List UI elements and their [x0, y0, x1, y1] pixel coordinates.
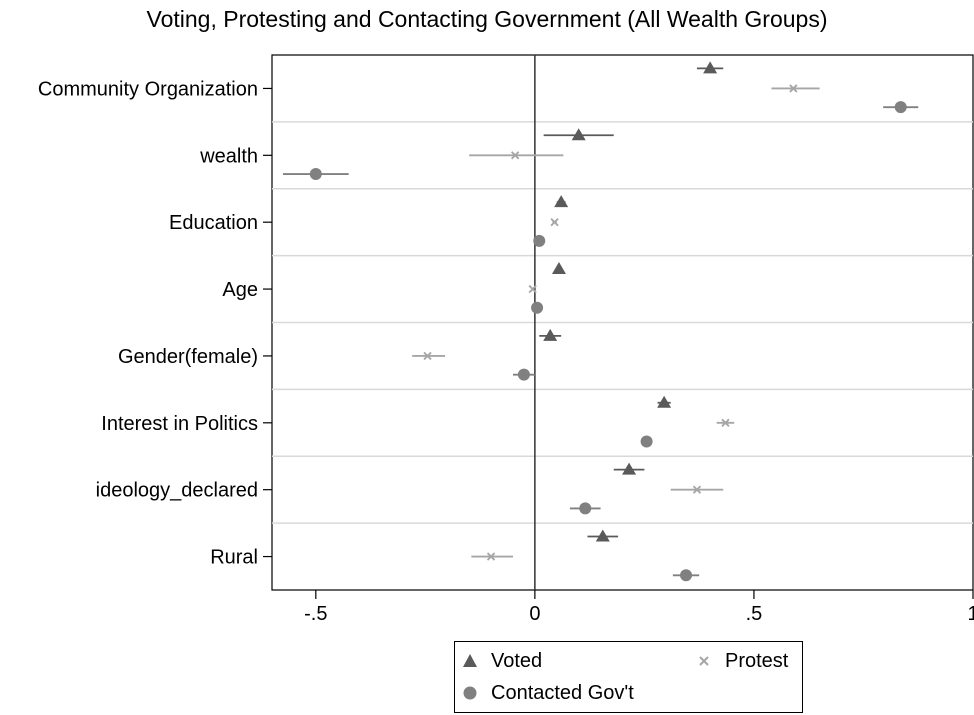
protest-point-stroke	[486, 552, 496, 561]
x-marker-icon	[699, 656, 709, 666]
contacted-point-marker	[533, 234, 546, 247]
voted-point-marker	[543, 328, 558, 341]
contacted-point-marker	[579, 502, 592, 515]
contacted-point-marker	[640, 435, 653, 448]
voted-point-marker	[622, 462, 637, 475]
x-tick-label-0: -.5	[304, 603, 327, 625]
y-tick-label-3: Age	[222, 279, 258, 301]
triangle-marker-icon	[463, 654, 477, 667]
circle-marker-icon	[463, 686, 477, 700]
protest-point-marker	[721, 418, 730, 427]
contacted-point-marker	[309, 168, 322, 181]
coefficient-plot: Community Organization wealth Education Age…	[38, 54, 974, 625]
protest-point-stroke	[692, 485, 702, 494]
y-tick-label-5: Interest in Politics	[101, 413, 258, 435]
legend-label-contacted: Contacted Gov't	[491, 682, 634, 704]
protest-point-stroke	[423, 351, 432, 361]
protest-point-marker	[692, 485, 702, 494]
contacted-point-marker	[894, 101, 907, 114]
y-tick-label-0: Community Organization	[38, 78, 258, 100]
voted-point-marker	[554, 195, 569, 208]
voted-point-marker	[703, 61, 718, 74]
y-tick-label-1: wealth	[199, 145, 258, 167]
contacted-point-marker	[531, 301, 544, 314]
y-tick-label-7: Rural	[210, 547, 258, 569]
voted-point-marker	[571, 128, 586, 141]
y-tick-label-2: Education	[169, 212, 258, 234]
contacted-point-marker	[517, 368, 530, 381]
protest-point-marker	[528, 284, 537, 294]
legend-label-voted: Voted	[491, 650, 543, 672]
chart-title: Voting, Protesting and Contacting Govern…	[146, 6, 828, 32]
y-tick-label-6: ideology_declared	[96, 480, 258, 502]
x-tick-label-3: 1	[967, 603, 974, 625]
protest-point-stroke	[528, 284, 537, 294]
protest-point-stroke	[721, 418, 730, 427]
contacted-point-marker	[680, 569, 693, 582]
protest-point-marker	[550, 218, 559, 227]
protest-point-marker	[511, 151, 520, 160]
voted-point-marker	[657, 395, 672, 408]
x-tick-label-1: 0	[529, 603, 540, 625]
legend-label-protest: Protest	[725, 650, 789, 672]
protest-point-stroke	[789, 84, 798, 93]
protest-point-marker	[789, 84, 798, 93]
voted-point-marker	[551, 262, 566, 274]
protest-point-stroke	[550, 218, 559, 227]
y-tick-label-4: Gender(female)	[118, 346, 258, 368]
protest-point-marker	[486, 552, 496, 561]
x-tick-label-2: .5	[746, 603, 763, 625]
legend: Voted Protest Contacted Gov't	[454, 641, 803, 713]
protest-point-stroke	[511, 151, 520, 160]
protest-point-marker	[423, 351, 432, 361]
voted-point-marker	[595, 529, 610, 542]
